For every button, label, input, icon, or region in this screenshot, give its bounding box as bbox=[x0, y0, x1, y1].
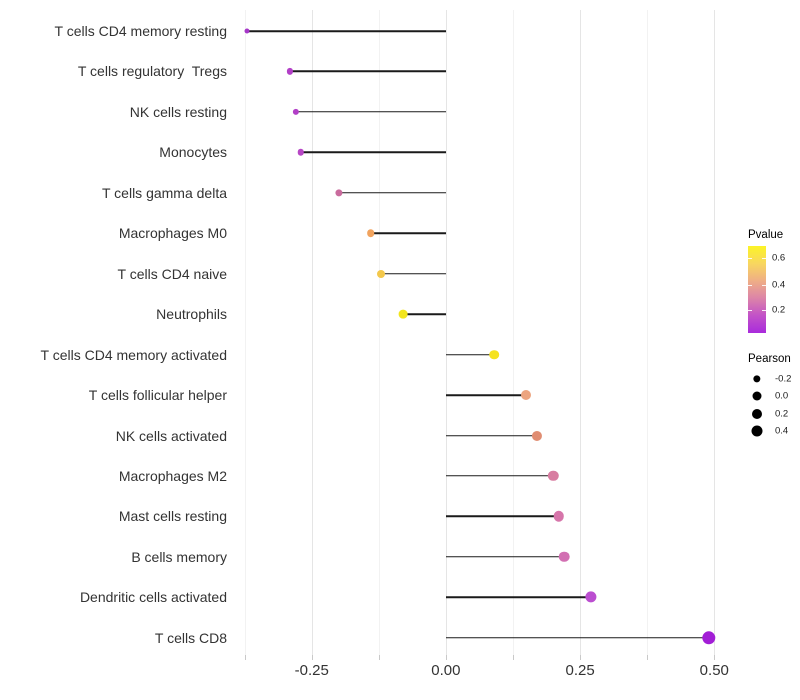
colorbar-tick-label: 0.6 bbox=[772, 252, 786, 264]
lollipop-stem bbox=[247, 30, 446, 32]
colorbar-tick-label: 0.2 bbox=[772, 304, 786, 315]
x-axis-tick bbox=[445, 655, 447, 660]
lollipop-point bbox=[287, 68, 294, 75]
category-label: T cells CD4 memory resting bbox=[54, 23, 227, 39]
category-label: Monocytes bbox=[159, 144, 227, 161]
colorbar-tick-mark bbox=[762, 284, 766, 286]
lollipop-stem bbox=[295, 111, 446, 113]
colorbar-tick-mark bbox=[748, 284, 752, 286]
lollipop-stem bbox=[381, 272, 446, 275]
lollipop-point bbox=[521, 390, 532, 401]
x-tick-label: -0.25 bbox=[294, 662, 329, 679]
lollipop-point bbox=[297, 149, 305, 156]
x-axis-tick bbox=[311, 655, 313, 660]
category-label: T cells CD8 bbox=[154, 629, 227, 646]
lollipop-stem bbox=[445, 556, 564, 558]
category-label: NK cells activated bbox=[115, 427, 227, 444]
colorbar-tick-mark bbox=[762, 309, 766, 311]
lollipop-stem bbox=[445, 353, 495, 356]
x-axis-tick bbox=[378, 655, 380, 660]
gridline-minor bbox=[378, 10, 380, 655]
category-label: Macrophages M2 bbox=[118, 467, 227, 484]
category-label: B cells memory bbox=[131, 548, 227, 565]
lollipop-point bbox=[548, 470, 559, 482]
category-label: T cells follicular helper bbox=[88, 387, 227, 404]
size-legend-label: 0.0 bbox=[775, 390, 789, 402]
lollipop-stem bbox=[445, 434, 538, 437]
category-label: Neutrophils bbox=[156, 306, 227, 323]
gridline-major bbox=[445, 10, 447, 655]
lollipop-stem bbox=[300, 151, 446, 154]
category-label: Mast cells resting bbox=[118, 508, 227, 525]
category-label: T cells CD4 naive bbox=[117, 265, 227, 282]
x-axis-tick bbox=[580, 655, 582, 660]
lollipop-point bbox=[532, 430, 543, 441]
lollipop-point bbox=[244, 28, 250, 34]
x-tick-label: 0.00 bbox=[431, 662, 461, 679]
size-legend-dot bbox=[752, 391, 761, 401]
lollipop-stem bbox=[445, 394, 527, 396]
x-tick-label: 0.50 bbox=[699, 662, 729, 679]
x-axis-tick bbox=[647, 655, 649, 660]
category-label: Macrophages M0 bbox=[118, 225, 227, 242]
gridline-major bbox=[311, 10, 313, 655]
lollipop-point bbox=[553, 511, 564, 522]
lollipop-stem bbox=[445, 596, 591, 599]
lollipop-point bbox=[702, 631, 716, 645]
lollipop-stem bbox=[370, 232, 446, 234]
category-label: T cells regulatory Tregs bbox=[77, 63, 227, 80]
pvalue-legend-title: Pvalue bbox=[748, 229, 784, 241]
lollipop-point bbox=[398, 309, 408, 319]
lollipop-stem bbox=[402, 313, 446, 315]
lollipop-point bbox=[366, 229, 375, 238]
category-label: T cells CD4 memory activated bbox=[40, 346, 227, 363]
pvalue-colorbar bbox=[748, 246, 766, 333]
lollipop-stem bbox=[445, 637, 709, 639]
x-axis-tick bbox=[244, 655, 246, 660]
colorbar-tick-mark bbox=[748, 309, 752, 311]
size-legend-dot bbox=[751, 408, 762, 419]
colorbar-tick-mark bbox=[762, 258, 766, 259]
gridline-minor bbox=[244, 10, 246, 655]
category-label: Dendritic cells activated bbox=[79, 589, 227, 606]
size-legend-label: 0.4 bbox=[775, 425, 789, 437]
x-axis-tick bbox=[714, 655, 716, 660]
colorbar-tick-label: 0.4 bbox=[772, 279, 786, 291]
gridline-major bbox=[580, 10, 582, 655]
gridline-minor bbox=[513, 10, 514, 655]
lollipop-point bbox=[558, 551, 570, 563]
size-legend-dot bbox=[752, 375, 761, 383]
gridline-minor bbox=[647, 10, 649, 655]
x-axis-tick bbox=[513, 655, 514, 660]
x-tick-label: 0.25 bbox=[565, 662, 595, 679]
gridline-major bbox=[714, 10, 716, 655]
lollipop-stem bbox=[338, 192, 446, 194]
lollipop-point bbox=[377, 269, 386, 278]
size-legend-label: 0.2 bbox=[775, 408, 789, 420]
size-legend-dot bbox=[751, 425, 762, 437]
category-label: T cells gamma delta bbox=[101, 184, 227, 201]
pearson-legend-title: Pearson bbox=[748, 353, 791, 365]
category-label: NK cells resting bbox=[129, 103, 227, 120]
lollipop-stem bbox=[445, 475, 554, 477]
lollipop-stem bbox=[445, 515, 559, 518]
lollipop-stem bbox=[290, 70, 446, 73]
size-legend-label: -0.2 bbox=[775, 373, 792, 385]
colorbar-tick-mark bbox=[748, 258, 752, 259]
lollipop-point bbox=[334, 189, 343, 197]
lollipop-point bbox=[292, 108, 299, 116]
lollipop-point bbox=[489, 349, 499, 360]
lollipop-point bbox=[585, 591, 597, 603]
